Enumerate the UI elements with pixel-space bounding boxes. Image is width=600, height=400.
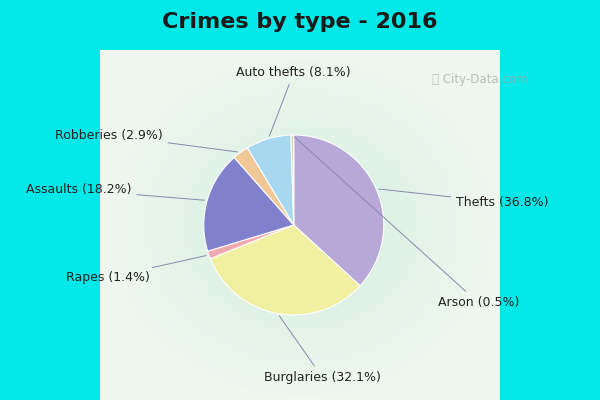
Text: Rapes (1.4%): Rapes (1.4%) xyxy=(66,256,206,284)
Text: Arson (0.5%): Arson (0.5%) xyxy=(295,137,519,309)
Text: ⓘ City-Data.com: ⓘ City-Data.com xyxy=(432,74,527,86)
Wedge shape xyxy=(208,225,294,259)
Wedge shape xyxy=(204,158,294,251)
Text: Burglaries (32.1%): Burglaries (32.1%) xyxy=(264,316,381,384)
Text: Robberies (2.9%): Robberies (2.9%) xyxy=(55,128,238,152)
Wedge shape xyxy=(210,225,360,315)
Text: Thefts (36.8%): Thefts (36.8%) xyxy=(379,189,549,209)
Wedge shape xyxy=(294,135,384,286)
Wedge shape xyxy=(291,135,294,225)
Wedge shape xyxy=(247,135,294,225)
Text: Auto thefts (8.1%): Auto thefts (8.1%) xyxy=(236,66,351,136)
Text: Crimes by type - 2016: Crimes by type - 2016 xyxy=(162,12,438,32)
Text: Assaults (18.2%): Assaults (18.2%) xyxy=(26,184,205,200)
Wedge shape xyxy=(234,148,294,225)
